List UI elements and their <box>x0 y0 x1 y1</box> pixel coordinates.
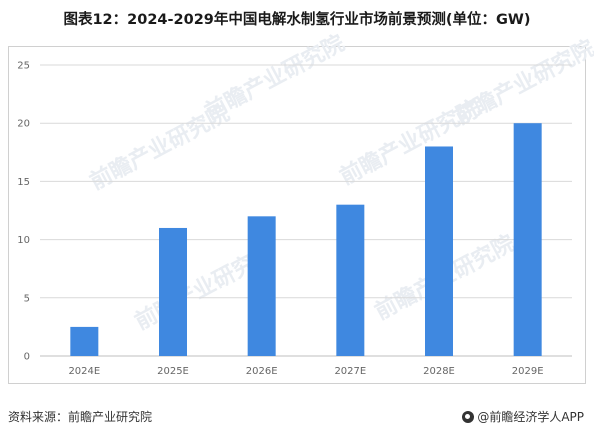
bar <box>159 227 187 356</box>
chart-frame <box>8 46 586 384</box>
y-tick-label: 0 <box>24 352 30 363</box>
credit-text: @前瞻经济学人APP <box>477 410 584 424</box>
x-tick-label: 2029E <box>512 366 544 377</box>
brand-logo-icon <box>462 410 475 423</box>
y-axis-ticks: 0 5 10 15 20 25 <box>17 61 30 363</box>
y-tick-label: 15 <box>17 177 30 188</box>
watermark-text: 前瞻产业研究院 <box>201 30 349 125</box>
grid-lines <box>40 64 572 357</box>
source-note: 资料来源：前瞻产业研究院 <box>8 410 153 424</box>
x-tick-label: 2026E <box>246 366 278 377</box>
x-tick-label: 2025E <box>157 366 189 377</box>
x-tick-label: 2027E <box>334 366 366 377</box>
y-tick-label: 5 <box>24 293 30 304</box>
x-tick-label: 2024E <box>68 366 100 377</box>
x-tick-label: 2028E <box>423 366 455 377</box>
bar <box>336 204 365 356</box>
bar <box>513 123 542 356</box>
x-axis-ticks: 2024E 2025E 2026E 2027E 2028E 2029E <box>68 366 543 377</box>
bar <box>70 326 99 356</box>
bar <box>247 216 276 356</box>
chart-title: 图表12：2024-2029年中国电解水制氢行业市场前景预测(单位：GW) <box>63 12 531 28</box>
bar <box>425 146 453 356</box>
watermark-text: 前瞻产业研究院 <box>451 35 594 130</box>
y-tick-label: 20 <box>17 119 30 130</box>
y-tick-label: 10 <box>17 235 30 246</box>
y-tick-label: 25 <box>17 61 30 72</box>
bars <box>70 123 542 356</box>
credit: @前瞻经济学人APP <box>462 408 584 425</box>
